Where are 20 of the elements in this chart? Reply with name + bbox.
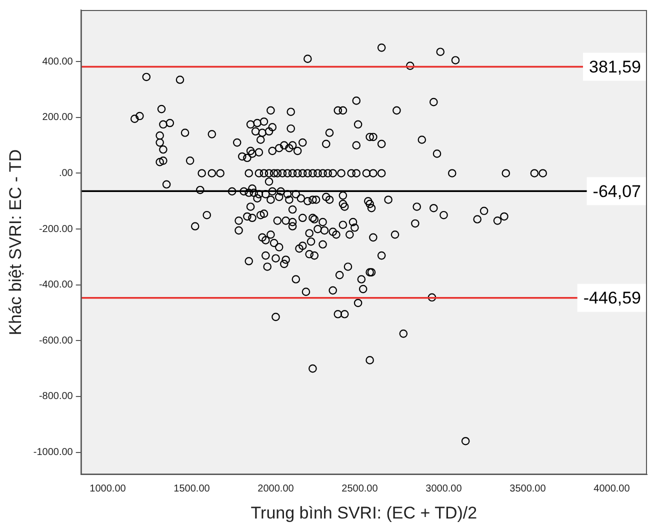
x-tick-label: 1500.00 (174, 483, 210, 494)
y-axis-title: Khác biệt SVRI: EC - TD (6, 149, 25, 336)
x-tick-label: 3000.00 (426, 483, 462, 494)
y-tick-label: -200.00 (38, 224, 74, 235)
x-tick-label: 3500.00 (510, 483, 546, 494)
ref-line-label: 381,59 (589, 57, 642, 76)
x-axis-title: Trung bình SVRI: (EC + TD)/2 (250, 503, 478, 522)
x-tick-label: 2000.00 (258, 483, 294, 494)
y-tick-label: -400.00 (38, 280, 74, 291)
y-tick-label: -1000.00 (33, 447, 74, 458)
y-tick-label: -600.00 (38, 335, 74, 346)
ref-line-label: -64,07 (592, 182, 641, 201)
y-tick-label: .00 (58, 168, 74, 179)
x-tick-label: 2500.00 (342, 483, 378, 494)
x-tick-label: 4000.00 (594, 483, 630, 494)
y-tick-label: -800.00 (38, 391, 74, 402)
y-tick-label: 200.00 (42, 112, 74, 124)
y-tick-label: 400.00 (42, 56, 74, 68)
x-tick-label: 1000.00 (90, 483, 126, 494)
ref-line-label: -446,59 (583, 288, 642, 308)
